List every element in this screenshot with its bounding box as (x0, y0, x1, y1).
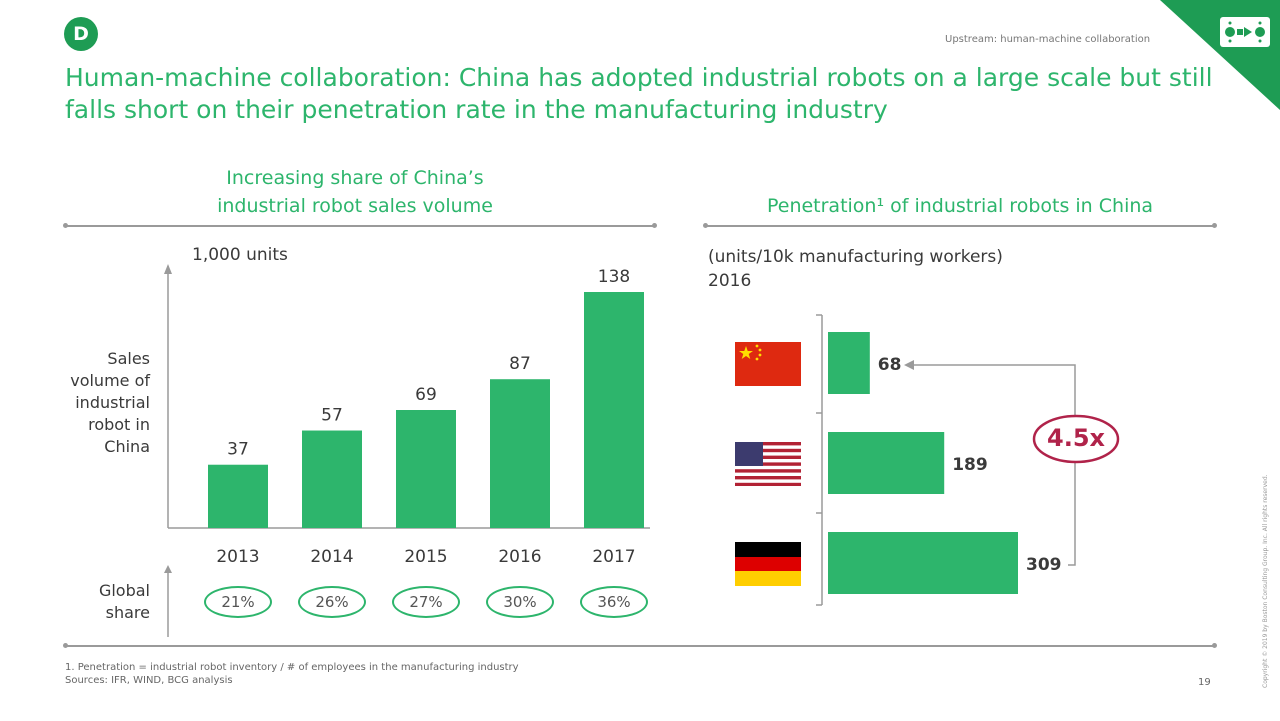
penetration-value-label: 68 (878, 355, 902, 375)
section-badge: D (64, 17, 98, 51)
year-tick-label: 2013 (216, 547, 259, 567)
sales-value-label: 138 (598, 267, 630, 287)
sales-label-line: China (104, 437, 150, 456)
page-number: 19 (1198, 677, 1211, 688)
global-share-oval: 30% (486, 586, 554, 618)
sales-bar-chart: 37 2013 57 2014 69 2015 87 2016 138 2017 (164, 264, 650, 567)
sales-value-label: 57 (321, 406, 343, 426)
right-divider (703, 223, 1217, 228)
sales-label-line: volume of (70, 371, 150, 390)
sales-bar (396, 410, 456, 528)
year-tick-label: 2014 (310, 547, 353, 567)
sales-value-label: 69 (415, 385, 437, 405)
global-share-oval: 26% (298, 586, 366, 618)
china-flag-icon (735, 342, 801, 386)
penetration-bar (828, 432, 945, 494)
footnote-text: 1. Penetration = industrial robot invent… (65, 662, 519, 673)
share-label-line: share (105, 603, 150, 622)
global-share-oval: 21% (204, 586, 272, 618)
copyright-text: Copyright © 2019 by Boston Consulting Gr… (1262, 474, 1269, 688)
footer-divider (63, 643, 1217, 648)
global-share-row: 21% 26% 27% 30% 36% (0, 586, 700, 626)
robot-logo-icon (1220, 17, 1270, 47)
global-share-label: Global share (50, 580, 150, 624)
sales-bar (490, 379, 550, 528)
left-subtitle: Increasing share of China’s industrial r… (150, 164, 560, 220)
global-share-oval: 36% (580, 586, 648, 618)
year-tick-label: 2017 (592, 547, 635, 567)
left-subtitle-line1: Increasing share of China’s (226, 167, 484, 189)
penetration-bar-chart: 68 189 309 (816, 314, 1062, 606)
sources-text: Sources: IFR, WIND, BCG analysis (65, 675, 233, 686)
share-label-line: Global (98, 581, 150, 600)
left-axis-arrow (164, 264, 172, 528)
left-subtitle-line2: industrial robot sales volume (217, 195, 493, 217)
sales-label-line: Sales (107, 349, 150, 368)
multiplier-oval (1032, 414, 1120, 464)
year-tick-label: 2016 (498, 547, 541, 567)
sales-label-line: industrial (75, 393, 150, 412)
penetration-value-label: 189 (952, 455, 988, 475)
sales-bar (208, 464, 268, 528)
penetration-bar (828, 532, 1018, 594)
slide-title: Human-machine collaboration: China has a… (65, 63, 1213, 124)
usa-flag-icon (735, 442, 801, 486)
section-kicker: Upstream: human-machine collaboration (945, 34, 1151, 45)
sales-bar (584, 292, 644, 528)
left-unit-label: 1,000 units (192, 245, 288, 265)
germany-flag-icon (735, 542, 801, 586)
comparison-bracket (904, 360, 1120, 566)
sales-bar (302, 430, 362, 528)
right-unit-line1: (units/10k manufacturing workers) (708, 247, 1003, 267)
right-unit-label: (units/10k manufacturing workers) 2016 (708, 245, 1003, 293)
penetration-value-label: 309 (1026, 555, 1062, 575)
footnote: 1. Penetration = industrial robot invent… (65, 661, 519, 687)
sales-label-line: robot in (88, 415, 150, 434)
right-subtitle: Penetration¹ of industrial robots in Chi… (766, 195, 1154, 217)
sales-value-label: 37 (227, 440, 249, 460)
left-divider (63, 223, 657, 228)
sales-volume-label: Sales volume of industrial robot in Chin… (50, 348, 150, 458)
penetration-bar (828, 332, 870, 394)
right-unit-year: 2016 (708, 271, 752, 291)
global-share-oval: 27% (392, 586, 460, 618)
multiplier-label: 4.5x (1047, 424, 1105, 452)
share-axis (164, 565, 172, 637)
sales-value-label: 87 (509, 354, 531, 374)
year-tick-label: 2015 (404, 547, 447, 567)
